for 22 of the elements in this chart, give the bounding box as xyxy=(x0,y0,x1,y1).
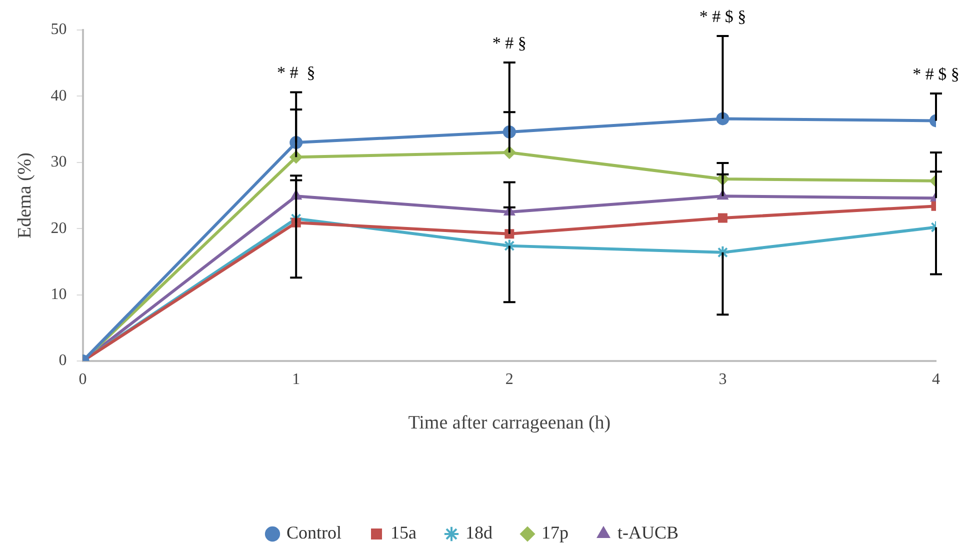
y-tick-label: 0 xyxy=(58,352,67,370)
y-tick-label: 40 xyxy=(50,87,67,104)
x-tick-label: 2 xyxy=(505,370,514,388)
legend-label: 15a xyxy=(390,522,417,543)
legend-label: 18d xyxy=(465,522,492,543)
annotation: * # $ § xyxy=(912,64,960,84)
legend-label: Control xyxy=(286,522,342,543)
y-tick-label: 30 xyxy=(50,154,67,171)
y-tick-label: 50 xyxy=(50,21,67,38)
x-tick-label: 4 xyxy=(932,370,940,388)
annotation: * # § xyxy=(492,33,526,52)
x-tick-label: 0 xyxy=(78,370,87,388)
legend-label: t-AUCB xyxy=(617,522,679,543)
y-tick-label: 20 xyxy=(50,220,67,237)
annotation: * # $ § xyxy=(699,6,746,26)
x-axis-title: Time after carrageenan (h) xyxy=(408,412,611,434)
annotation: * # § xyxy=(276,63,316,82)
y-axis-title: Edema (%) xyxy=(14,152,36,238)
x-tick-label: 1 xyxy=(292,370,300,388)
x-tick-label: 3 xyxy=(718,370,727,388)
y-tick-label: 10 xyxy=(50,286,67,304)
legend-label: 17p xyxy=(541,522,568,543)
